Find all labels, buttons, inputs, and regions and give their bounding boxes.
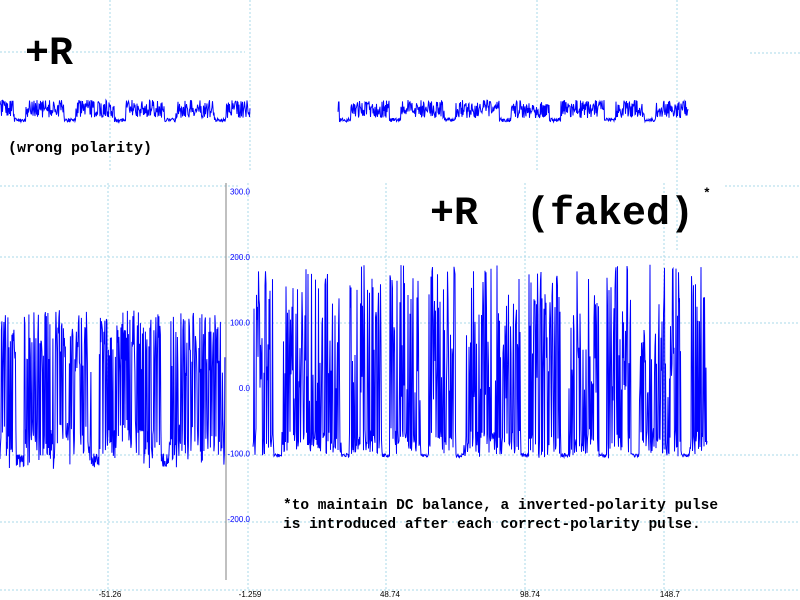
waveform-series: [252, 264, 708, 460]
bottom-title: +R (faked): [430, 192, 695, 237]
top-waveform-segment: [0, 98, 251, 124]
waveform-series: [0, 310, 226, 469]
x-tick-label: -51.26: [99, 590, 122, 599]
x-tick-label: 98.74: [520, 590, 541, 599]
x-tick-label: 48.74: [380, 590, 401, 599]
x-tick-label: -1.259: [239, 590, 262, 599]
y-tick-label: -100.0: [227, 450, 250, 459]
asterisk-mark: *: [703, 186, 711, 201]
top-caption: (wrong polarity): [8, 140, 153, 157]
footnote: *to maintain DC balance, a inverted-pola…: [283, 498, 719, 533]
x-tick-labels: -51.26 -1.259 48.74 98.74 148.7: [99, 590, 681, 599]
y-tick-label: 200.0: [230, 253, 251, 262]
y-tick-labels: 300.0 200.0 100.0 0.0 -100.0 -200.0: [227, 188, 250, 525]
y-tick-label: 0.0: [239, 384, 251, 393]
bottom-waveforms: [0, 264, 708, 469]
y-tick-label: -200.0: [227, 515, 250, 524]
y-tick-label: 300.0: [230, 188, 251, 197]
top-waveform-segment: [337, 99, 689, 124]
x-tick-label: 148.7: [660, 590, 681, 599]
top-title: +R: [25, 32, 74, 77]
top-waveform: [0, 98, 689, 124]
y-tick-label: 100.0: [230, 319, 251, 328]
